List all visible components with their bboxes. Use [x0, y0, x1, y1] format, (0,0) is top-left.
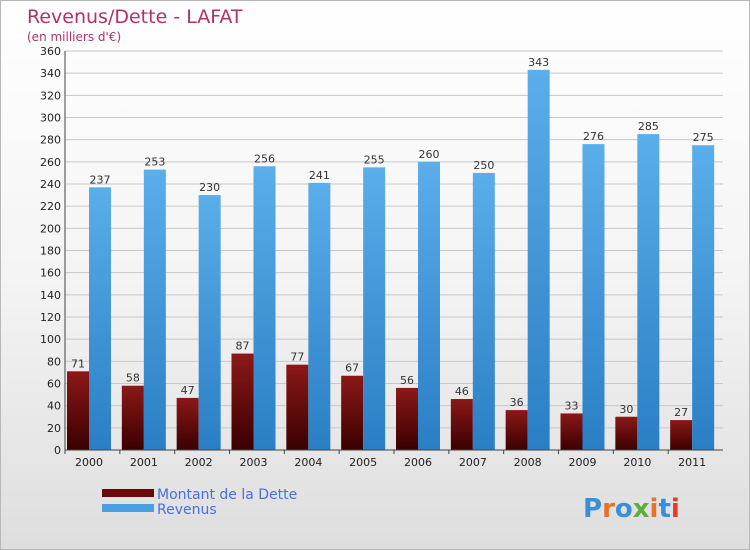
y-tick-label: 0 [54, 444, 61, 457]
legend-label-revenus: Revenus [157, 502, 217, 518]
bar-debt-label: 71 [71, 357, 85, 370]
x-tick-label: 2005 [349, 456, 377, 469]
proxiti-logo: Proxiti [583, 494, 680, 524]
y-tick-label: 360 [40, 45, 61, 58]
bar-revenus [418, 161, 440, 451]
x-tick-label: 2001 [130, 456, 158, 469]
y-tick-label: 20 [47, 422, 61, 435]
bar-revenus-label: 276 [583, 130, 604, 143]
bar-debt [615, 416, 638, 450]
y-tick-label: 200 [40, 222, 61, 235]
bar-revenus-label: 241 [309, 169, 330, 182]
y-tick-label: 320 [40, 89, 61, 102]
grid-layer [65, 50, 723, 451]
bar-debt-label: 56 [400, 374, 414, 387]
bar-revenus-label: 230 [199, 181, 220, 194]
bar-revenus-label: 343 [528, 56, 549, 69]
axis-layer: 0 20 40 60 80 100 120 140 160 180 200 220 240 260 280 3… [40, 45, 723, 469]
y-tick-label: 240 [40, 178, 61, 191]
bar-debt [121, 385, 144, 450]
bar-debt [450, 399, 473, 450]
y-tick-label: 180 [40, 245, 61, 258]
bar-debt [67, 371, 89, 450]
bar-debt-label: 77 [290, 351, 304, 364]
legend-swatch-debt [102, 489, 154, 497]
legend-swatch-revenus [102, 504, 154, 512]
bar-revenus [637, 134, 660, 450]
bar-revenus-label: 255 [364, 153, 385, 166]
chart-subtitle: (en milliers d'€) [27, 30, 121, 44]
bar-revenus [308, 182, 331, 450]
bar-debt [560, 413, 583, 450]
bars-layer: 71 237 58 253 47 230 87 256 77 241 67 255 56 260 46 250… [67, 56, 715, 451]
bar-debt [670, 420, 693, 450]
y-tick-label: 100 [40, 333, 61, 346]
x-tick-label: 2003 [240, 456, 268, 469]
y-tick-label: 340 [40, 67, 61, 80]
bar-revenus-label: 260 [419, 148, 440, 161]
y-tick-label: 160 [40, 267, 61, 280]
bar-debt-label: 36 [510, 396, 524, 409]
bar-revenus-label: 237 [90, 173, 111, 186]
bar-debt-label: 33 [565, 399, 579, 412]
bar-debt [396, 387, 418, 450]
bar-revenus [363, 167, 386, 450]
bar-revenus [143, 169, 166, 450]
bar-revenus [89, 187, 111, 450]
y-tick-label: 220 [40, 200, 61, 213]
x-tick-label: 2011 [678, 456, 706, 469]
bar-revenus [527, 69, 550, 450]
bar-revenus-label: 275 [693, 131, 714, 144]
bar-debt-label: 67 [345, 362, 359, 375]
y-tick-label: 140 [40, 289, 61, 302]
x-tick-label: 2010 [623, 456, 651, 469]
bar-revenus [472, 172, 495, 450]
x-tick-label: 2008 [514, 456, 542, 469]
bar-debt [231, 353, 254, 450]
x-tick-label: 2009 [569, 456, 597, 469]
x-tick-label: 2006 [404, 456, 432, 469]
bar-debt [341, 375, 364, 450]
bar-revenus [253, 166, 276, 450]
legend: Montant de la Dette Revenus [102, 487, 297, 518]
legend-label-debt: Montant de la Dette [157, 487, 297, 503]
logo-text: Proxiti [583, 494, 680, 524]
bar-debt [286, 364, 309, 450]
y-tick-label: 120 [40, 311, 61, 324]
bar-debt-label: 47 [181, 384, 195, 397]
bar-debt-label: 87 [236, 340, 250, 353]
y-tick-label: 300 [40, 112, 61, 125]
bar-debt-label: 46 [455, 385, 469, 398]
chart-title: Revenus/Dette - LAFAT [27, 6, 243, 28]
bar-revenus [692, 145, 715, 451]
bar-debt [176, 397, 199, 450]
x-tick-label: 2000 [75, 456, 103, 469]
y-tick-label: 260 [40, 156, 61, 169]
y-tick-label: 280 [40, 134, 61, 147]
bar-revenus-label: 250 [473, 159, 494, 172]
bar-revenus [198, 195, 221, 450]
y-tick-label: 40 [47, 400, 61, 413]
bar-revenus-label: 256 [254, 152, 275, 165]
x-tick-label: 2007 [459, 456, 487, 469]
y-tick-label: 80 [47, 355, 61, 368]
bar-debt-label: 30 [619, 403, 633, 416]
bar-debt [505, 410, 528, 450]
bar-revenus-label: 285 [638, 120, 659, 133]
bar-revenus [582, 144, 605, 450]
x-tick-label: 2002 [185, 456, 213, 469]
bar-debt-label: 58 [126, 372, 140, 385]
bar-revenus-label: 253 [144, 156, 165, 169]
x-tick-label: 2004 [294, 456, 322, 469]
y-tick-label: 60 [47, 378, 61, 391]
bar-debt-label: 27 [674, 406, 688, 419]
